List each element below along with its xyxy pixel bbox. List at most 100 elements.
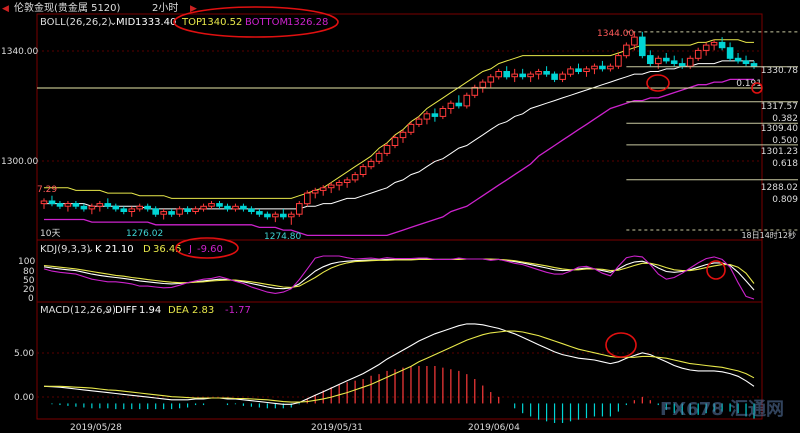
candle-body [120, 208, 128, 212]
d-value: 36.45 [153, 244, 182, 255]
candle-body [559, 73, 566, 80]
low-marker-2: 1274.80 [264, 232, 301, 242]
candle-body [311, 189, 319, 194]
candle-body [296, 203, 303, 215]
fib-labels: 0.191 1317.57 0.382 1309.40 0.500 1301.2… [736, 79, 798, 205]
top-label: TOP [181, 17, 202, 28]
fibonacci-levels [626, 31, 798, 231]
macd-dea-line [44, 330, 755, 403]
window-title: 伦敦金现(贵金属 5120) [14, 1, 121, 14]
boll-upper-line [44, 39, 754, 199]
candle-body [152, 208, 159, 215]
candle-body [607, 65, 614, 70]
candle-body [200, 205, 207, 210]
candle-body [343, 179, 351, 183]
nav-left-icon[interactable]: ◀ [2, 4, 9, 14]
candle-body [399, 131, 407, 139]
candle-body [56, 203, 64, 207]
fib-label: 0.382 [772, 114, 798, 124]
macd-y-axis: 5.00 0.00 [14, 349, 34, 403]
candle-body [655, 57, 662, 65]
candle-body [631, 36, 638, 46]
candle-body [439, 108, 447, 117]
candle-body [527, 73, 534, 78]
left-value: 7.29 [37, 185, 57, 195]
candle-body [742, 60, 750, 65]
x-date-label: 2019/06/04 [468, 423, 520, 433]
fib-label: 0.809 [772, 195, 798, 205]
fib-label: 0.618 [772, 159, 798, 169]
macd-value: -1.77 [225, 305, 251, 316]
kdj-label: KDJ(9,3,3) [40, 244, 91, 255]
candle-body [144, 205, 151, 210]
mid-label: MID [116, 17, 136, 28]
candle-body [503, 71, 510, 78]
candle-body [256, 211, 263, 215]
candle-body [495, 71, 502, 78]
kdj-y-tick: 50 [23, 276, 35, 286]
candle-body [327, 184, 335, 189]
k-value: 21.10 [105, 244, 134, 255]
macd-y-tick: 0.00 [14, 393, 34, 403]
candle-body [40, 200, 48, 205]
candle-body [304, 192, 311, 205]
candle-body [88, 205, 96, 210]
boll-y-axis: 1340.00 1300.00 [1, 47, 38, 167]
j-value: -9.60 [197, 244, 223, 255]
top-value: 1340.52 [201, 17, 242, 28]
mid-value: 1333.40 [135, 17, 176, 28]
candle-body [264, 213, 271, 218]
boll-y-tick: 1340.00 [1, 47, 38, 57]
candle-body [535, 71, 542, 75]
k-label: K [95, 244, 102, 255]
boll-label: BOLL(26,26,2) [40, 17, 112, 28]
kdj-y-tick: 80 [23, 267, 35, 277]
candle-body [288, 213, 295, 218]
price-markers: 1344.00 1276.02 1274.80 7.29 10天 [37, 29, 634, 242]
candle-body [136, 205, 143, 210]
candle-body [208, 203, 215, 207]
fib-label: 1288.02 [761, 183, 798, 193]
fib-label: 1317.57 [761, 102, 798, 112]
left-tag: 10天 [40, 229, 60, 239]
candle-body [471, 86, 479, 96]
chevron-down-icon: ⌄ [103, 305, 111, 316]
candle-body [415, 118, 423, 125]
candle-body [615, 55, 622, 67]
candle-body [383, 145, 391, 154]
candle-body [48, 200, 56, 205]
candle-body [96, 203, 104, 207]
kdj-header: KDJ(9,3,3) ⌄ K 21.10 D 36.45 J -9.60 [40, 244, 223, 255]
dea-value: 2.83 [192, 305, 214, 316]
candle-body [447, 102, 455, 109]
top-bottom-highlight-circle [173, 6, 339, 38]
candle-body [319, 187, 327, 191]
candle-body [272, 213, 279, 218]
candle-body [718, 41, 726, 49]
candle-body [375, 152, 383, 162]
high-marker: 1344.00 [597, 29, 634, 39]
diff-label: DIFF [115, 305, 137, 316]
macd-y-tick: 5.00 [14, 349, 34, 359]
candle-body [702, 44, 710, 51]
kdj-y-tick: 100 [18, 257, 35, 267]
interval-label[interactable]: 2小时 [152, 2, 178, 14]
x-axis: 2019/05/28 2019/05/31 2019/06/04 [70, 423, 520, 433]
dea-label: DEA [168, 305, 189, 316]
candle-body [455, 102, 463, 107]
fib-label: 0.500 [772, 136, 798, 146]
bottom-label: BOTTOM [245, 17, 288, 28]
candle-body [359, 166, 367, 176]
candle-body [128, 208, 136, 212]
fib-label: 1309.40 [761, 124, 798, 134]
boll-y-tick: 1300.00 [1, 157, 38, 167]
macd-label: MACD(12,26,9) [40, 305, 116, 316]
candle-body [407, 123, 415, 133]
candle-body [224, 205, 231, 210]
kdj-j-line [43, 255, 755, 300]
candle-body [64, 203, 72, 207]
candle-body [519, 73, 527, 78]
nav-right-icon[interactable]: ▶ [190, 4, 197, 14]
bottom-value: 1326.28 [287, 17, 328, 28]
